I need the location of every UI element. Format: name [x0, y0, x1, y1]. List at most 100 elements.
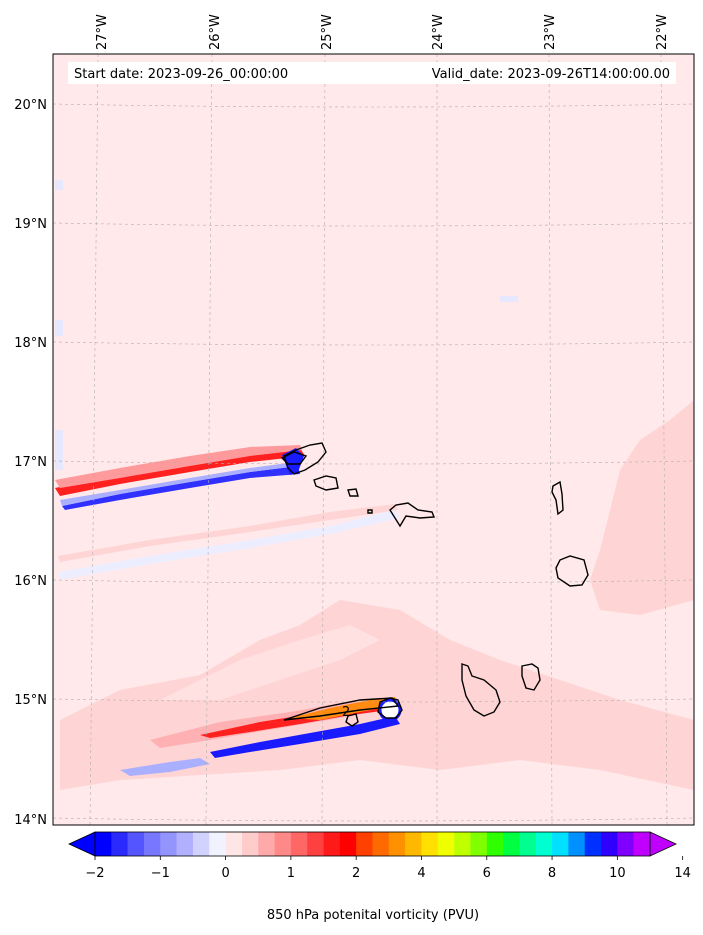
- colorbar-cell: [617, 832, 634, 856]
- lat-tick-label: 14°N: [14, 813, 47, 828]
- axes-frame: [52, 53, 695, 826]
- colorbar-tick-label: 8: [548, 866, 556, 881]
- graticule: [53, 54, 694, 825]
- valid-date-label: Valid_date: 2023-09-26T14:00:00.00: [432, 67, 670, 82]
- south-wake-orange: [290, 697, 398, 720]
- lee-streak-blue: [58, 510, 400, 580]
- brava-coast: [345, 713, 359, 727]
- sal-coast: [551, 480, 564, 516]
- santo-antao-coast: [283, 442, 327, 475]
- colorbar-cell: [454, 832, 471, 856]
- sao-nicolau-coast: [389, 502, 436, 528]
- colorbar-cell: [111, 832, 128, 856]
- blue-patch: [500, 296, 518, 302]
- north-wake-blue: [62, 466, 300, 510]
- colorbar-tick-label: −1: [151, 866, 170, 881]
- colorbar-tick-label: 10: [609, 866, 626, 881]
- colorbar-cell: [372, 832, 390, 856]
- colorbar-cell: [503, 832, 520, 856]
- south-vortex-core: [378, 698, 402, 722]
- south-wake-light-blue: [120, 758, 210, 776]
- colorbar-cell: [160, 832, 177, 856]
- blue-patch: [55, 180, 63, 190]
- colorbar-tick-label: 4: [417, 866, 425, 881]
- lat-tick-label: 15°N: [14, 693, 47, 708]
- colorbar: −2 −1 0 1 2 4 6 8 10 14 850 hPa potenital vortici…: [68, 831, 691, 923]
- colorbar-cell: [552, 832, 569, 856]
- north-wake-light-blue: [60, 462, 298, 506]
- colorbar-cell: [95, 832, 112, 856]
- colorbar-cell: [601, 832, 618, 856]
- colorbar-cell: [633, 832, 651, 856]
- lon-tick-label: 27°W: [95, 14, 110, 50]
- colorbar-tick-label: 6: [483, 866, 491, 881]
- pv-contour-north: [280, 451, 308, 465]
- colorbar-cell: [241, 832, 259, 856]
- colorbar-cell: [421, 832, 439, 856]
- colorbar-cell: [388, 832, 406, 856]
- colorbar-cell: [486, 832, 504, 856]
- north-wake-red: [55, 448, 305, 496]
- coastlines: [283, 442, 589, 727]
- colorbar-cell: [470, 832, 488, 856]
- santiago-coast: [461, 663, 501, 717]
- colorbar-cell: [307, 832, 324, 856]
- colorbar-cell: [323, 832, 341, 856]
- colorbar-cell: [192, 832, 210, 856]
- lon-tick-label: 24°W: [431, 14, 446, 50]
- colorbar-cell: [274, 832, 292, 856]
- pv-contour-south: [283, 697, 400, 721]
- start-date-label: Start date: 2023-09-26_00:00:00: [74, 67, 288, 82]
- lat-tick-label: 19°N: [14, 217, 47, 232]
- colorbar-cell: [143, 832, 161, 856]
- colorbar-min-extend: [68, 831, 96, 857]
- lee-streak-pink: [58, 504, 398, 562]
- colorbar-tick-label: 0: [221, 866, 229, 881]
- santa-luzia-coast: [347, 488, 359, 497]
- colorbar-cell: [225, 832, 243, 856]
- lon-tick-label: 23°W: [543, 14, 558, 50]
- branco-coast: [367, 509, 373, 514]
- colorbar-ticks: −2 −1 0 1 2 4 6 8 10 14: [85, 856, 691, 881]
- lon-tick-label: 22°W: [655, 14, 670, 50]
- colorbar-cell: [519, 832, 537, 856]
- lat-tick-label: 17°N: [14, 455, 47, 470]
- south-positive-band: [60, 600, 694, 790]
- colorbar-tick-label: −2: [85, 866, 104, 881]
- colorbar-cell: [209, 832, 226, 856]
- lat-tick-labels: 20°N 19°N 18°N 17°N 16°N 15°N 14°N: [14, 98, 47, 828]
- boa-vista-coast: [555, 555, 589, 587]
- colorbar-cell: [535, 832, 553, 856]
- lat-tick-label: 16°N: [14, 574, 47, 589]
- colorbar-tick-label: 1: [287, 866, 295, 881]
- colorbar-max-extend: [649, 831, 677, 857]
- colorbar-cell: [568, 832, 585, 856]
- pv-contours: [280, 451, 400, 721]
- colorbar-cell: [339, 832, 357, 856]
- lon-tick-labels: 27°W 26°W 25°W 24°W 23°W 22°W: [95, 14, 670, 50]
- colorbar-cell: [437, 832, 455, 856]
- colorbar-tick-label: 14: [674, 866, 691, 881]
- colorbar-cell: [290, 832, 308, 856]
- colorbar-cell: [258, 832, 275, 856]
- annotation-box: [68, 62, 676, 84]
- colorbar-tick-label: 2: [352, 866, 360, 881]
- contour-label: 2: [342, 705, 350, 720]
- lat-tick-label: 20°N: [14, 98, 47, 113]
- colorbar-cell: [405, 832, 422, 856]
- colorbar-title: 850 hPa potenital vorticity (PVU): [267, 908, 479, 923]
- maio-coast: [521, 663, 541, 691]
- pv-field: 2: [53, 54, 694, 825]
- colorbar-cells: [95, 832, 651, 856]
- colorbar-frame: [94, 831, 651, 857]
- colorbar-cell: [356, 832, 373, 856]
- sao-vicente-coast: [313, 475, 339, 491]
- colorbar-cell: [127, 832, 145, 856]
- north-wake-pink: [55, 445, 302, 488]
- blue-patch: [55, 430, 63, 470]
- colorbar-cell: [176, 832, 194, 856]
- east-positive-region: [590, 400, 694, 615]
- colorbar-cell: [584, 832, 602, 856]
- lon-tick-label: 26°W: [208, 14, 223, 50]
